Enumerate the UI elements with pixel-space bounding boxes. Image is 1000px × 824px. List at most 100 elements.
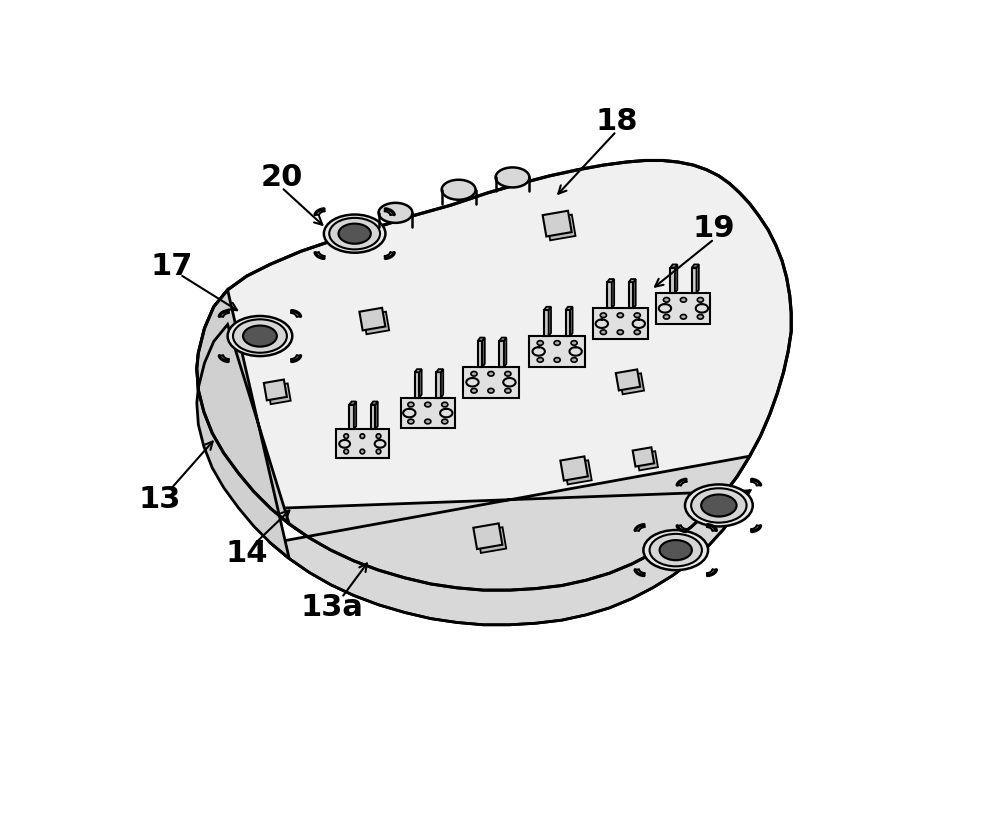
Text: 13: 13 [139, 485, 181, 514]
Polygon shape [675, 265, 677, 293]
Ellipse shape [617, 330, 623, 335]
Polygon shape [415, 369, 422, 372]
Ellipse shape [338, 223, 371, 244]
Polygon shape [349, 405, 354, 429]
Ellipse shape [697, 297, 703, 302]
Polygon shape [371, 401, 378, 405]
Polygon shape [656, 293, 710, 324]
Polygon shape [607, 279, 614, 282]
Ellipse shape [697, 315, 703, 319]
Polygon shape [633, 279, 636, 308]
Ellipse shape [571, 340, 577, 345]
Polygon shape [629, 282, 633, 308]
Polygon shape [197, 161, 791, 590]
Polygon shape [633, 447, 654, 466]
Ellipse shape [379, 203, 412, 222]
Polygon shape [692, 265, 699, 268]
Polygon shape [543, 211, 572, 236]
Ellipse shape [408, 419, 414, 424]
Text: 17: 17 [151, 252, 193, 281]
Polygon shape [529, 336, 585, 367]
Ellipse shape [228, 316, 292, 356]
Ellipse shape [360, 433, 365, 438]
Ellipse shape [705, 503, 733, 517]
Ellipse shape [554, 340, 560, 345]
Ellipse shape [600, 313, 606, 317]
Polygon shape [336, 429, 389, 458]
Ellipse shape [488, 388, 494, 393]
Ellipse shape [701, 494, 737, 517]
Polygon shape [637, 452, 658, 471]
Polygon shape [354, 401, 356, 429]
Ellipse shape [442, 402, 448, 407]
Ellipse shape [663, 315, 670, 319]
Polygon shape [463, 367, 519, 398]
Polygon shape [593, 308, 648, 339]
Ellipse shape [617, 313, 623, 317]
Polygon shape [473, 523, 502, 549]
Polygon shape [544, 307, 551, 310]
Ellipse shape [471, 372, 477, 376]
Polygon shape [697, 265, 699, 293]
Ellipse shape [425, 402, 431, 407]
Polygon shape [359, 308, 385, 330]
Ellipse shape [537, 358, 543, 363]
Ellipse shape [496, 167, 529, 187]
Ellipse shape [246, 335, 273, 348]
Ellipse shape [408, 402, 414, 407]
Ellipse shape [685, 485, 753, 527]
Polygon shape [607, 282, 612, 308]
Ellipse shape [442, 419, 448, 424]
Polygon shape [670, 265, 677, 268]
Ellipse shape [342, 232, 368, 245]
Polygon shape [564, 461, 592, 485]
Ellipse shape [376, 449, 381, 454]
Ellipse shape [691, 489, 747, 522]
Polygon shape [441, 369, 443, 398]
Polygon shape [363, 311, 389, 335]
Ellipse shape [324, 214, 385, 253]
Polygon shape [264, 380, 287, 400]
Polygon shape [546, 214, 576, 241]
Ellipse shape [650, 534, 702, 566]
Ellipse shape [344, 449, 348, 454]
Polygon shape [670, 268, 675, 293]
Polygon shape [401, 398, 455, 428]
Polygon shape [499, 340, 504, 367]
Polygon shape [620, 373, 644, 395]
Ellipse shape [505, 388, 511, 393]
Polygon shape [477, 527, 506, 553]
Text: 18: 18 [595, 107, 638, 137]
Ellipse shape [360, 449, 365, 454]
Ellipse shape [634, 330, 640, 335]
Polygon shape [692, 268, 697, 293]
Ellipse shape [471, 388, 477, 393]
Ellipse shape [376, 433, 381, 438]
Polygon shape [349, 401, 356, 405]
Polygon shape [436, 369, 443, 372]
Polygon shape [566, 307, 573, 310]
Ellipse shape [329, 218, 380, 250]
Text: 20: 20 [260, 163, 303, 192]
Ellipse shape [537, 340, 543, 345]
Polygon shape [549, 307, 551, 336]
Ellipse shape [233, 320, 287, 353]
Polygon shape [560, 456, 588, 480]
Polygon shape [419, 369, 422, 398]
Text: 19: 19 [693, 213, 736, 243]
Ellipse shape [634, 313, 640, 317]
Polygon shape [478, 340, 482, 367]
Polygon shape [271, 456, 750, 625]
Polygon shape [415, 372, 419, 398]
Polygon shape [612, 279, 614, 308]
Polygon shape [371, 405, 375, 429]
Ellipse shape [571, 358, 577, 363]
Ellipse shape [660, 540, 692, 560]
Polygon shape [499, 338, 506, 340]
Ellipse shape [488, 372, 494, 376]
Text: 14: 14 [226, 539, 268, 568]
Polygon shape [629, 279, 636, 282]
Polygon shape [570, 307, 573, 336]
Ellipse shape [663, 297, 670, 302]
Polygon shape [544, 310, 549, 336]
